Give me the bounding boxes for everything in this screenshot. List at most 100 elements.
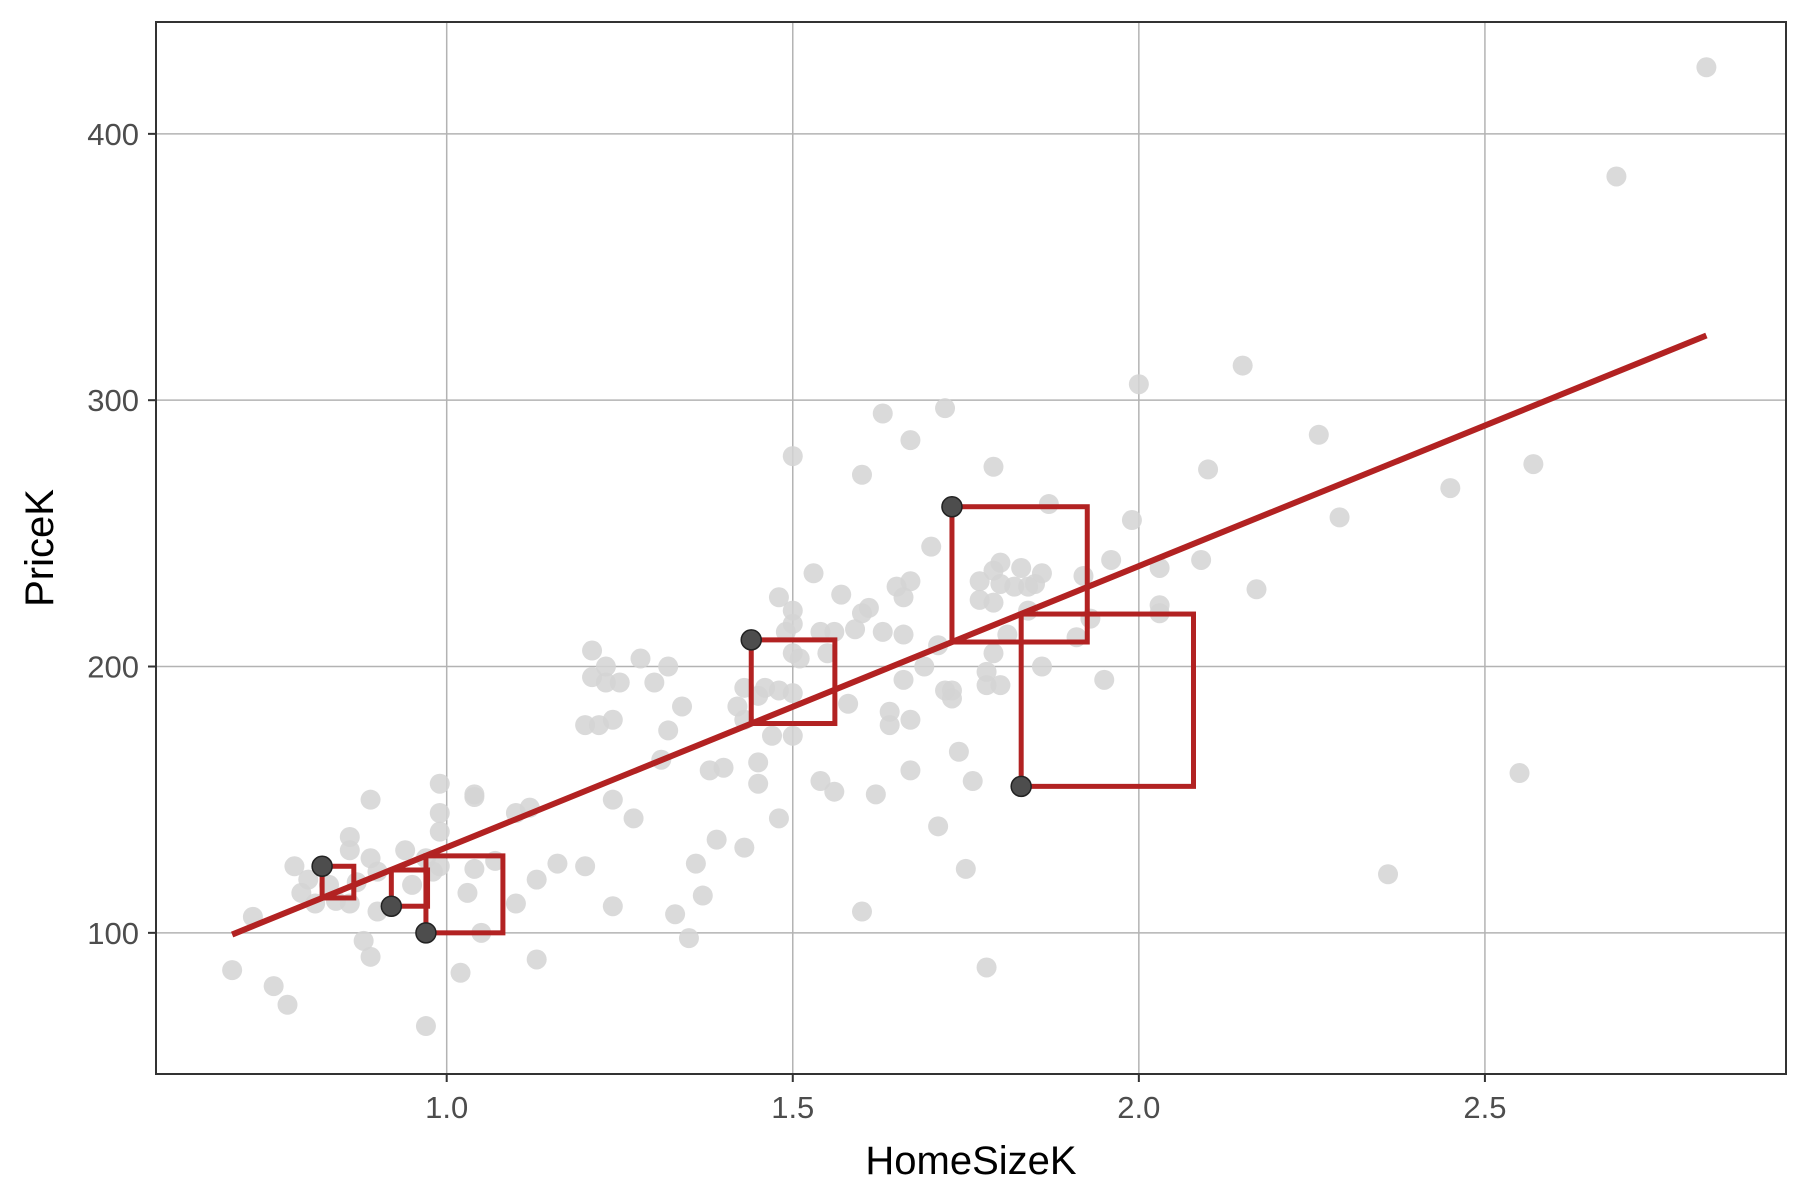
gridlines bbox=[156, 22, 1786, 1074]
data-point bbox=[935, 398, 956, 419]
data-point bbox=[1440, 478, 1461, 499]
data-point bbox=[900, 760, 921, 781]
residual-squares bbox=[319, 504, 1196, 936]
data-point bbox=[748, 752, 769, 773]
highlighted-point bbox=[415, 922, 437, 944]
residual-square bbox=[748, 637, 838, 727]
data-point bbox=[1011, 557, 1032, 578]
data-point bbox=[865, 784, 886, 805]
data-point bbox=[824, 781, 845, 802]
y-tick-label: 300 bbox=[87, 383, 139, 418]
y-axis-ticks: 100 200 300 400 bbox=[87, 117, 156, 951]
x-axis-title: HomeSizeK bbox=[865, 1139, 1077, 1183]
data-point bbox=[706, 829, 727, 850]
data-point bbox=[429, 802, 450, 823]
x-tick-label: 2.0 bbox=[1117, 1090, 1160, 1125]
data-point bbox=[602, 709, 623, 730]
data-point bbox=[782, 725, 803, 746]
data-point bbox=[575, 715, 596, 736]
data-point bbox=[547, 853, 568, 874]
data-point bbox=[1246, 579, 1267, 600]
data-point bbox=[672, 696, 693, 717]
data-point bbox=[658, 720, 679, 741]
residual-square bbox=[1018, 611, 1196, 789]
plot-panel-border bbox=[155, 21, 1787, 1075]
y-tick-label: 100 bbox=[87, 916, 139, 951]
data-point bbox=[1004, 576, 1025, 597]
data-point bbox=[990, 552, 1011, 573]
data-point bbox=[1038, 494, 1059, 515]
regression-line bbox=[231, 332, 1708, 938]
data-point bbox=[1121, 510, 1142, 531]
residual-square bbox=[423, 853, 506, 936]
data-point bbox=[748, 773, 769, 794]
data-point bbox=[1031, 656, 1052, 677]
data-point bbox=[941, 680, 962, 701]
data-point bbox=[658, 656, 679, 677]
x-axis-ticks: 1.0 1.5 2.0 2.5 bbox=[425, 1074, 1506, 1125]
data-point bbox=[582, 640, 603, 661]
data-point bbox=[360, 946, 381, 967]
data-point bbox=[962, 771, 983, 792]
data-point bbox=[900, 430, 921, 451]
data-point bbox=[263, 976, 284, 997]
data-point bbox=[976, 661, 997, 682]
highlighted-points bbox=[311, 495, 1032, 944]
data-point bbox=[990, 675, 1011, 696]
data-point bbox=[402, 874, 423, 895]
data-point bbox=[768, 587, 789, 608]
data-point bbox=[893, 587, 914, 608]
data-point bbox=[1031, 563, 1052, 584]
data-point bbox=[803, 563, 824, 584]
data-point bbox=[851, 901, 872, 922]
data-point bbox=[858, 597, 879, 618]
data-point bbox=[1232, 355, 1253, 376]
y-tick-label: 400 bbox=[87, 117, 139, 152]
highlighted-point bbox=[740, 629, 762, 651]
data-point bbox=[900, 571, 921, 592]
data-point bbox=[1329, 507, 1350, 528]
data-point bbox=[415, 1016, 436, 1037]
data-point bbox=[360, 789, 381, 810]
data-point bbox=[872, 403, 893, 424]
data-point bbox=[768, 808, 789, 829]
data-point bbox=[1094, 669, 1115, 690]
highlighted-point bbox=[311, 855, 333, 878]
highlighted-point bbox=[380, 895, 403, 917]
data-point bbox=[914, 656, 935, 677]
data-point bbox=[824, 621, 845, 642]
data-point bbox=[900, 709, 921, 730]
data-point bbox=[893, 624, 914, 645]
x-tick-label: 1.5 bbox=[771, 1090, 814, 1125]
regression-line-layer bbox=[231, 332, 1708, 938]
data-point bbox=[595, 672, 616, 693]
data-point bbox=[644, 672, 665, 693]
data-point bbox=[298, 869, 319, 890]
data-point bbox=[955, 858, 976, 879]
data-point bbox=[879, 715, 900, 736]
data-point bbox=[1509, 763, 1530, 784]
data-point bbox=[429, 773, 450, 794]
data-point bbox=[782, 446, 803, 467]
data-point bbox=[893, 669, 914, 690]
y-axis-title: PriceK bbox=[18, 489, 62, 607]
data-point bbox=[969, 571, 990, 592]
highlighted-point bbox=[1010, 775, 1032, 798]
data-point bbox=[277, 994, 298, 1015]
data-point bbox=[789, 648, 810, 669]
data-point bbox=[429, 856, 450, 877]
data-point bbox=[602, 896, 623, 917]
x-tick-label: 1.0 bbox=[425, 1090, 468, 1125]
data-point bbox=[734, 837, 755, 858]
data-point bbox=[464, 858, 485, 879]
data-point bbox=[983, 592, 1004, 613]
data-point bbox=[1191, 549, 1212, 570]
data-point bbox=[395, 840, 416, 861]
data-point bbox=[1149, 557, 1170, 578]
data-point bbox=[1606, 166, 1627, 187]
data-point bbox=[678, 928, 699, 949]
data-point bbox=[810, 621, 831, 642]
data-point bbox=[630, 648, 651, 669]
data-point bbox=[976, 957, 997, 978]
